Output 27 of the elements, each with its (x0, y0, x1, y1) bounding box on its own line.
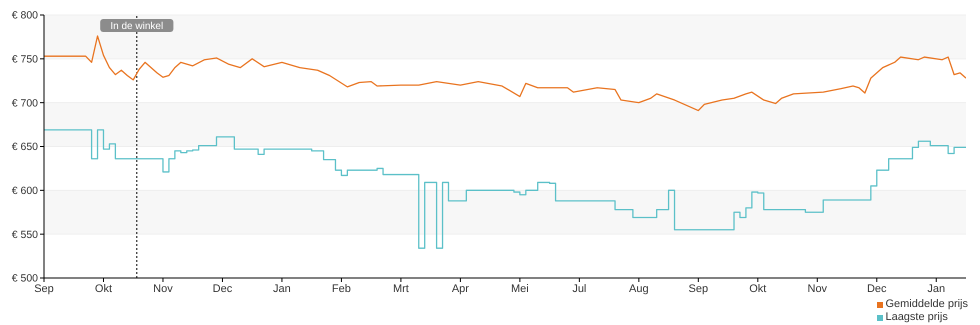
y-tick-label: € 700 (12, 97, 38, 110)
x-tick-label: Nov (153, 282, 174, 295)
x-tick-label: Feb (332, 282, 351, 295)
x-tick-label: Nov (808, 282, 828, 295)
y-tick-label: € 600 (12, 185, 38, 198)
x-tick-label: Jan (273, 282, 291, 295)
y-tick-label: € 500 (12, 272, 38, 285)
x-tick-label: Jul (572, 282, 586, 295)
x-tick-label: Okt (94, 282, 112, 295)
y-tick-label: € 750 (12, 54, 38, 66)
annotation: In de winkel (110, 21, 164, 32)
x-tick-label: Dec (866, 282, 888, 295)
x-tick-label: Aug (629, 282, 649, 295)
x-tick-label: Sep (34, 282, 54, 295)
x-tick-label: Jan (927, 282, 946, 295)
x-tick-label: Dec (212, 282, 233, 295)
x-tick-label: Mrt (392, 282, 409, 295)
y-tick-label: € 650 (12, 141, 38, 154)
x-tick-label: Sep (688, 282, 708, 295)
legend-label: Gemiddelde prijs (884, 298, 968, 311)
y-tick-label: € 800 (12, 10, 38, 22)
y-tick-label: € 550 (12, 228, 38, 241)
x-tick-label: Apr (452, 282, 470, 295)
x-tick-label: Okt (749, 282, 766, 295)
legend-label: Laagste prijs (884, 311, 949, 324)
x-tick-label: Mei (511, 282, 529, 295)
line-series (44, 35, 966, 112)
